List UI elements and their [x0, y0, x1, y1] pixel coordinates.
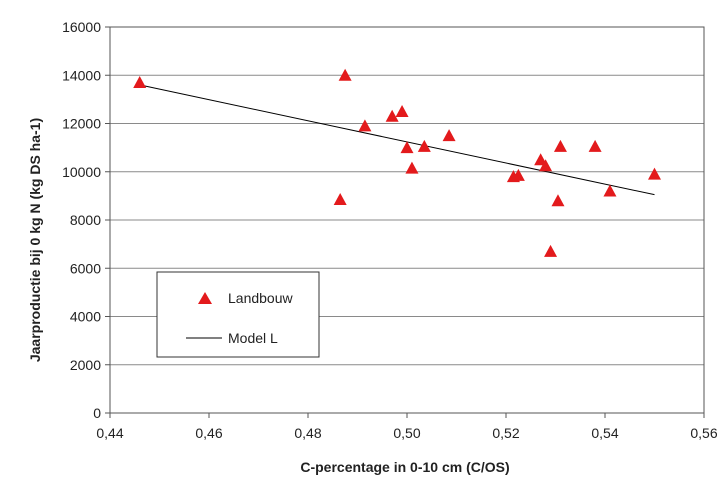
legend-label-model-l: Model L [228, 330, 278, 346]
landbouw-data-point [511, 168, 525, 181]
landbouw-data-point [544, 244, 558, 257]
x-tick-label: 0,46 [195, 425, 222, 441]
landbouw-data-point [553, 139, 567, 152]
landbouw-data-point [395, 104, 409, 117]
legend: Landbouw Model L [156, 271, 320, 358]
landbouw-data-point [338, 68, 352, 81]
landbouw-data-point [534, 153, 548, 166]
y-tick-label: 16000 [62, 19, 101, 35]
y-tick-label: 6000 [70, 260, 101, 276]
y-axis-ticks: 0 2000 4000 6000 8000 10000 12000 14000 16000 [62, 19, 110, 421]
y-tick-label: 4000 [70, 309, 101, 325]
model-l-trend-line [139, 84, 655, 196]
landbouw-data-point [588, 139, 602, 152]
landbouw-data-point [539, 159, 553, 172]
landbouw-data-point [442, 129, 456, 142]
x-tick-label: 0,48 [294, 425, 321, 441]
y-tick-label: 10000 [62, 164, 101, 180]
x-tick-label: 0,52 [492, 425, 519, 441]
x-axis-title: C-percentage in 0-10 cm (C/OS) [300, 459, 509, 475]
y-tick-label: 12000 [62, 116, 101, 132]
x-tick-label: 0,54 [591, 425, 618, 441]
landbouw-data-point [648, 167, 661, 180]
x-tick-label: 0,50 [393, 425, 420, 441]
landbouw-data-point [333, 192, 347, 205]
landbouw-data-point [417, 139, 431, 152]
y-tick-label: 8000 [70, 212, 101, 228]
landbouw-data-point [400, 141, 414, 154]
landbouw-data-point [405, 161, 419, 174]
landbouw-data-point [603, 184, 617, 197]
legend-triangle-marker [198, 292, 212, 304]
legend-label-landbouw: Landbouw [228, 290, 294, 306]
legend-box [156, 271, 320, 358]
y-tick-label: 0 [93, 405, 101, 421]
landbouw-data-point [133, 75, 147, 88]
y-tick-label: 14000 [62, 67, 101, 83]
x-axis-ticks: 0,44 0,46 0,48 0,50 0,52 0,54 0,56 [96, 413, 717, 441]
y-axis-title: Jaarproductie bij 0 kg N (kg DS ha-1) [27, 118, 43, 362]
x-tick-label: 0,56 [690, 425, 717, 441]
series [133, 68, 661, 257]
landbouw-data-point [358, 119, 372, 132]
y-tick-label: 2000 [70, 357, 101, 373]
landbouw-data-point [385, 109, 399, 122]
x-tick-label: 0,44 [96, 425, 123, 441]
landbouw-data-point [551, 194, 565, 207]
